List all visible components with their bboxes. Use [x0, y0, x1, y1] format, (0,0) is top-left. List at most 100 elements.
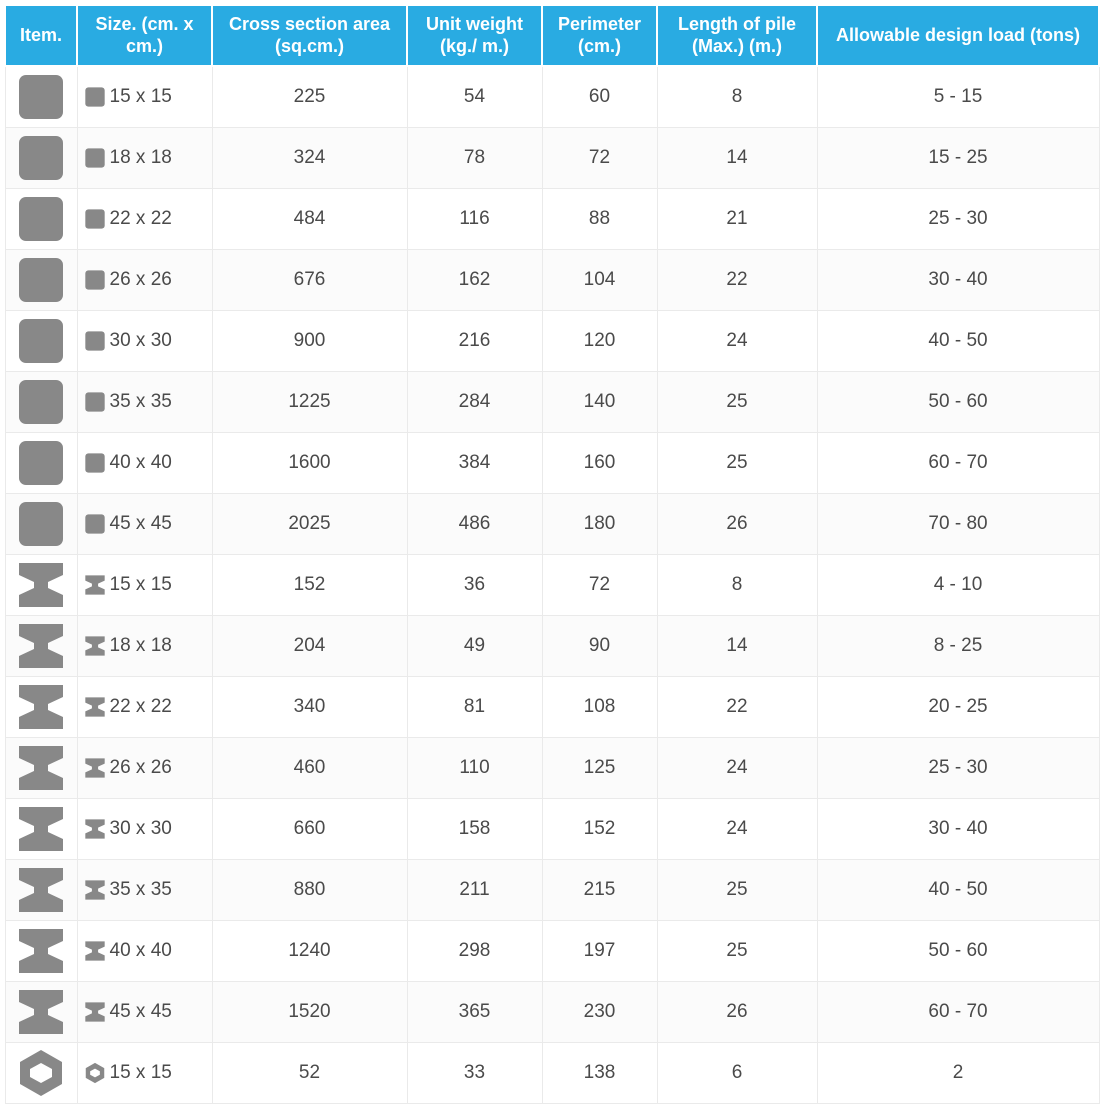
col-header-area: Cross section area (sq.cm.) [212, 5, 407, 66]
cell-item [5, 189, 77, 250]
cell-area: 676 [212, 250, 407, 311]
cell-item [5, 128, 77, 189]
cell-length: 14 [657, 128, 817, 189]
cell-perimeter: 90 [542, 616, 657, 677]
size-text: 40 x 40 [110, 940, 172, 962]
cell-area: 324 [212, 128, 407, 189]
cell-unit-weight: 216 [407, 311, 542, 372]
cell-perimeter: 72 [542, 128, 657, 189]
cell-size: 15 x 15 [77, 555, 212, 616]
cell-item [5, 66, 77, 128]
square-pile-icon [16, 133, 66, 183]
col-header-length: Length of pile (Max.) (m.) [657, 5, 817, 66]
cell-item [5, 250, 77, 311]
cell-area: 880 [212, 860, 407, 921]
table-row: 18 x 18 32478721415 - 25 [5, 128, 1099, 189]
cell-unit-weight: 284 [407, 372, 542, 433]
table-header-row: Item. Size. (cm. x cm.) Cross section ar… [5, 5, 1099, 66]
cell-length: 26 [657, 494, 817, 555]
table-row: 40 x 4016003841602560 - 70 [5, 433, 1099, 494]
cell-length: 24 [657, 738, 817, 799]
ibeam-pile-icon [84, 635, 106, 657]
size-text: 18 x 18 [110, 147, 172, 169]
square-pile-icon [84, 269, 106, 291]
cell-length: 8 [657, 555, 817, 616]
cell-size: 18 x 18 [77, 128, 212, 189]
cell-size: 22 x 22 [77, 189, 212, 250]
cell-unit-weight: 33 [407, 1043, 542, 1104]
table-row: 45 x 4515203652302660 - 70 [5, 982, 1099, 1043]
cell-unit-weight: 384 [407, 433, 542, 494]
cell-load: 60 - 70 [817, 433, 1099, 494]
square-pile-icon [84, 452, 106, 474]
cell-perimeter: 125 [542, 738, 657, 799]
cell-perimeter: 108 [542, 677, 657, 738]
cell-item [5, 677, 77, 738]
table-row: 30 x 306601581522430 - 40 [5, 799, 1099, 860]
pile-spec-table: Item. Size. (cm. x cm.) Cross section ar… [4, 4, 1100, 1104]
col-header-perimeter: Perimeter (cm.) [542, 5, 657, 66]
cell-area: 1240 [212, 921, 407, 982]
cell-load: 60 - 70 [817, 982, 1099, 1043]
size-text: 35 x 35 [110, 391, 172, 413]
cell-length: 25 [657, 433, 817, 494]
table-row: 26 x 26 4601101252425 - 30 [5, 738, 1099, 799]
cell-size: 15 x 15 [77, 1043, 212, 1104]
size-text: 22 x 22 [110, 208, 172, 230]
table-row: 26 x 266761621042230 - 40 [5, 250, 1099, 311]
table-row: 35 x 3512252841402550 - 60 [5, 372, 1099, 433]
col-header-item: Item. [5, 5, 77, 66]
cell-area: 1600 [212, 433, 407, 494]
cell-area: 2025 [212, 494, 407, 555]
cell-perimeter: 160 [542, 433, 657, 494]
cell-length: 26 [657, 982, 817, 1043]
square-pile-icon [84, 147, 106, 169]
table-row: 45 x 4520254861802670 - 80 [5, 494, 1099, 555]
cell-area: 484 [212, 189, 407, 250]
cell-area: 225 [212, 66, 407, 128]
cell-size: 40 x 40 [77, 921, 212, 982]
size-text: 45 x 45 [110, 1001, 172, 1023]
size-text: 15 x 15 [110, 86, 172, 108]
cell-area: 460 [212, 738, 407, 799]
hex-pile-icon [84, 1062, 106, 1084]
square-pile-icon [16, 499, 66, 549]
ibeam-pile-icon [16, 743, 66, 793]
cell-length: 22 [657, 250, 817, 311]
cell-load: 40 - 50 [817, 311, 1099, 372]
ibeam-pile-icon [16, 804, 66, 854]
cell-size: 15 x 15 [77, 66, 212, 128]
cell-unit-weight: 78 [407, 128, 542, 189]
cell-area: 340 [212, 677, 407, 738]
cell-load: 30 - 40 [817, 250, 1099, 311]
hex-pile-icon [16, 1048, 66, 1098]
cell-unit-weight: 110 [407, 738, 542, 799]
cell-load: 8 - 25 [817, 616, 1099, 677]
cell-area: 900 [212, 311, 407, 372]
ibeam-pile-icon [84, 1001, 106, 1023]
square-pile-icon [16, 377, 66, 427]
cell-perimeter: 197 [542, 921, 657, 982]
cell-load: 25 - 30 [817, 738, 1099, 799]
cell-load: 20 - 25 [817, 677, 1099, 738]
cell-item [5, 1043, 77, 1104]
ibeam-pile-icon [16, 682, 66, 732]
cell-load: 70 - 80 [817, 494, 1099, 555]
table-row: 22 x 22484116882125 - 30 [5, 189, 1099, 250]
cell-unit-weight: 54 [407, 66, 542, 128]
cell-item [5, 799, 77, 860]
table-row: 30 x 309002161202440 - 50 [5, 311, 1099, 372]
cell-length: 22 [657, 677, 817, 738]
cell-length: 6 [657, 1043, 817, 1104]
cell-size: 45 x 45 [77, 982, 212, 1043]
cell-unit-weight: 365 [407, 982, 542, 1043]
cell-length: 14 [657, 616, 817, 677]
square-pile-icon [16, 255, 66, 305]
cell-perimeter: 88 [542, 189, 657, 250]
cell-area: 660 [212, 799, 407, 860]
cell-load: 15 - 25 [817, 128, 1099, 189]
cell-perimeter: 104 [542, 250, 657, 311]
cell-unit-weight: 298 [407, 921, 542, 982]
size-text: 26 x 26 [110, 757, 172, 779]
cell-area: 1225 [212, 372, 407, 433]
